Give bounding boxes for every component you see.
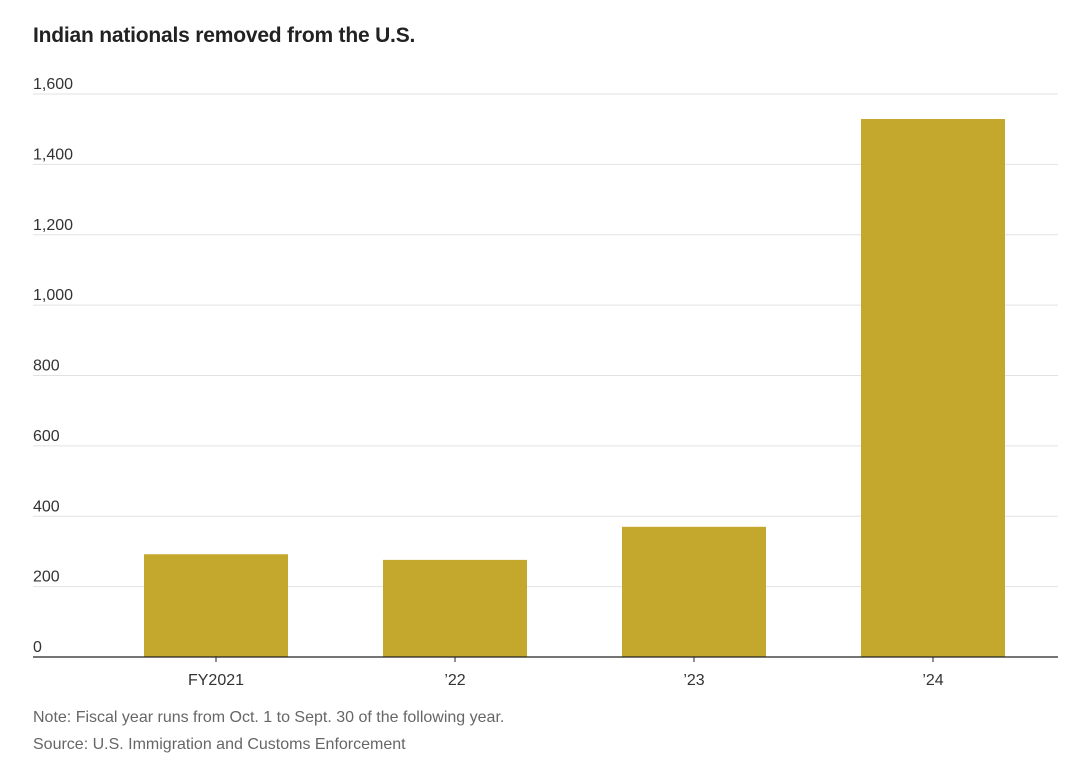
y-tick-label: 400 (33, 498, 60, 515)
y-tick-label: 1,400 (33, 146, 73, 163)
chart-note: Note: Fiscal year runs from Oct. 1 to Se… (33, 709, 505, 726)
y-tick-label: 600 (33, 428, 60, 445)
x-axis-tick-labels: FY2021 ’22 ’23 ’24 (188, 657, 944, 689)
bars (144, 118, 1005, 657)
y-tick-label: 800 (33, 358, 60, 375)
chart-title: Indian nationals removed from the U.S. (33, 24, 416, 47)
x-tick-label: ’24 (922, 672, 943, 689)
y-tick-label: 0 (33, 639, 42, 656)
bar (622, 526, 766, 657)
bar (144, 554, 288, 657)
bar (383, 559, 527, 657)
y-tick-label: 1,000 (33, 287, 73, 304)
y-tick-label: 1,200 (33, 217, 73, 234)
x-tick-label: ’22 (444, 672, 465, 689)
x-tick-label: ’23 (683, 672, 704, 689)
bar-chart: 0 200 400 600 800 1,000 1,200 1,400 1,600 FY2021… (33, 76, 1058, 689)
y-tick-label: 1,600 (33, 76, 73, 93)
chart-source: Source: U.S. Immigration and Customs Enf… (33, 736, 406, 753)
y-axis-tick-labels: 0 200 400 600 800 1,000 1,200 1,400 1,600 (33, 76, 73, 656)
bar (861, 118, 1005, 657)
x-tick-label: FY2021 (188, 672, 244, 689)
y-tick-label: 200 (33, 569, 60, 586)
